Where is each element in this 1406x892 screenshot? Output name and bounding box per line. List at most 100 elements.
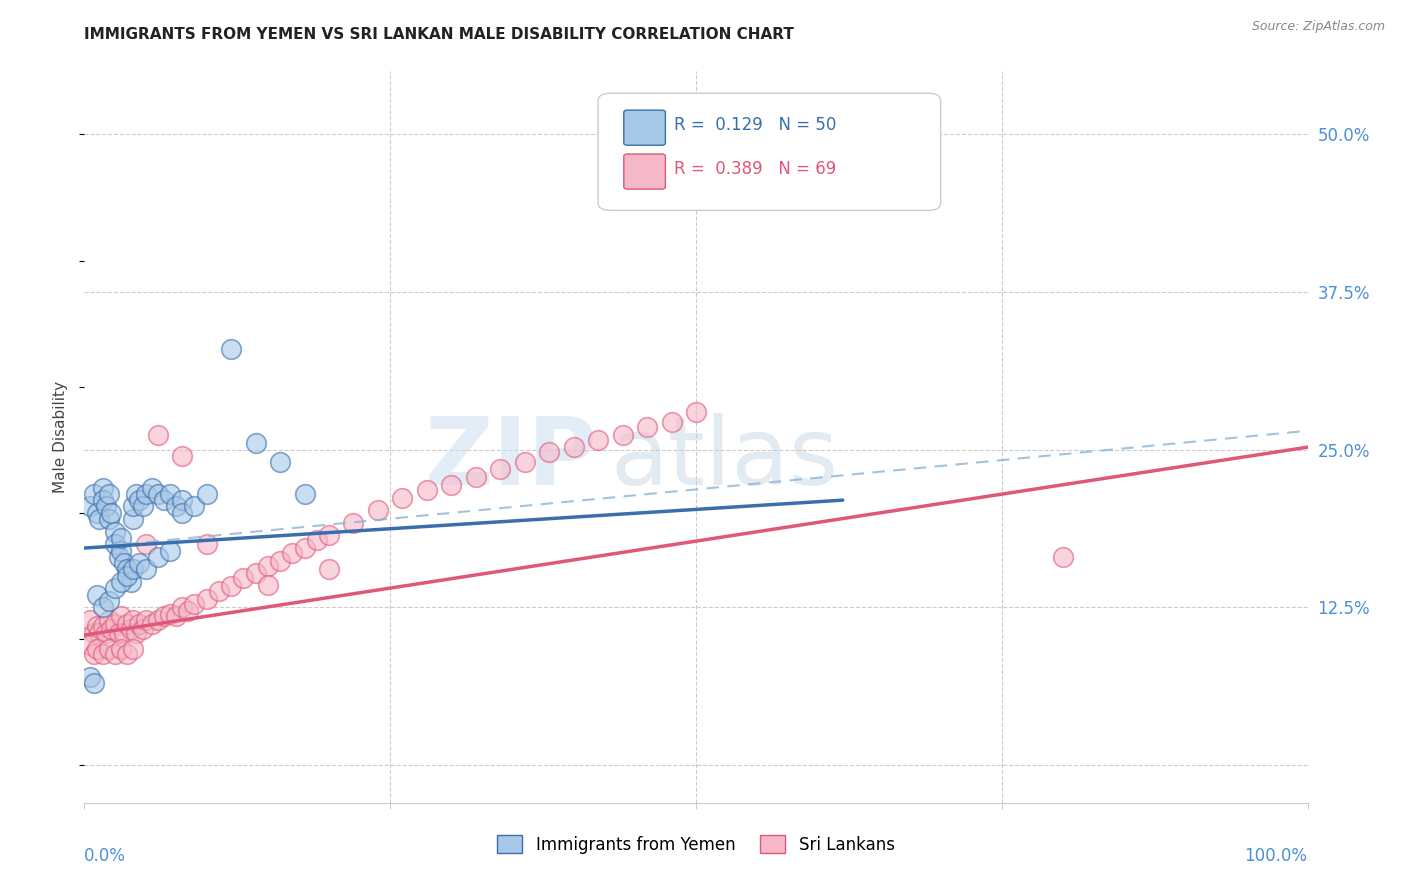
Point bbox=[87, 512, 110, 526]
Point bbox=[195, 537, 218, 551]
Point bbox=[146, 613, 169, 627]
Point bbox=[172, 506, 194, 520]
Point bbox=[269, 554, 291, 568]
Point bbox=[294, 487, 316, 501]
Point bbox=[122, 562, 145, 576]
Point bbox=[165, 500, 187, 514]
Point bbox=[538, 445, 561, 459]
Point bbox=[440, 478, 463, 492]
Point bbox=[87, 625, 110, 640]
Point bbox=[122, 500, 145, 514]
Y-axis label: Male Disability: Male Disability bbox=[53, 381, 69, 493]
Point bbox=[294, 541, 316, 555]
Point bbox=[107, 549, 129, 564]
Text: R =  0.389   N = 69: R = 0.389 N = 69 bbox=[673, 160, 837, 178]
Point bbox=[128, 616, 150, 631]
Point bbox=[83, 647, 105, 661]
Point bbox=[125, 625, 148, 640]
Point bbox=[146, 427, 169, 442]
Point bbox=[172, 600, 194, 615]
Point bbox=[115, 569, 138, 583]
Point bbox=[91, 600, 114, 615]
Point bbox=[416, 483, 439, 497]
Point bbox=[342, 516, 364, 530]
Point bbox=[91, 481, 114, 495]
Point bbox=[107, 625, 129, 640]
Point bbox=[122, 642, 145, 657]
Point bbox=[79, 613, 101, 627]
Point bbox=[79, 500, 101, 514]
Point bbox=[83, 487, 105, 501]
Point bbox=[183, 597, 205, 611]
Point bbox=[83, 676, 105, 690]
Point bbox=[110, 609, 132, 624]
Point bbox=[586, 433, 609, 447]
Point bbox=[305, 533, 328, 548]
Point bbox=[489, 461, 512, 475]
Point bbox=[120, 575, 142, 590]
Point bbox=[232, 571, 254, 585]
Point bbox=[79, 638, 101, 652]
Point bbox=[120, 622, 142, 636]
Point bbox=[110, 543, 132, 558]
Point bbox=[112, 556, 135, 570]
Point bbox=[125, 487, 148, 501]
Point bbox=[318, 528, 340, 542]
Point bbox=[104, 616, 127, 631]
Point bbox=[159, 607, 181, 621]
Point bbox=[79, 670, 101, 684]
Point bbox=[208, 583, 231, 598]
Point bbox=[110, 531, 132, 545]
Point bbox=[153, 609, 176, 624]
Point bbox=[128, 556, 150, 570]
Point bbox=[135, 487, 157, 501]
Point bbox=[110, 575, 132, 590]
Point bbox=[1052, 549, 1074, 564]
Point bbox=[685, 405, 707, 419]
Point bbox=[245, 566, 267, 581]
Point bbox=[100, 506, 122, 520]
Point bbox=[141, 481, 163, 495]
Point bbox=[135, 562, 157, 576]
Point bbox=[97, 594, 120, 608]
Point bbox=[562, 440, 585, 454]
Point bbox=[97, 642, 120, 657]
Point bbox=[122, 512, 145, 526]
Point bbox=[86, 506, 108, 520]
Point bbox=[112, 625, 135, 640]
Point bbox=[318, 562, 340, 576]
Point bbox=[96, 500, 118, 514]
Point bbox=[91, 647, 114, 661]
Point bbox=[86, 642, 108, 657]
Point bbox=[219, 342, 242, 356]
Point bbox=[195, 487, 218, 501]
Text: atlas: atlas bbox=[610, 413, 838, 505]
Point bbox=[104, 582, 127, 596]
Point bbox=[172, 493, 194, 508]
Point bbox=[281, 546, 304, 560]
Point bbox=[612, 427, 634, 442]
Point bbox=[391, 491, 413, 505]
Point bbox=[91, 493, 114, 508]
Text: IMMIGRANTS FROM YEMEN VS SRI LANKAN MALE DISABILITY CORRELATION CHART: IMMIGRANTS FROM YEMEN VS SRI LANKAN MALE… bbox=[84, 27, 794, 42]
Point bbox=[257, 577, 280, 591]
Point bbox=[115, 562, 138, 576]
Point bbox=[128, 493, 150, 508]
Point bbox=[172, 449, 194, 463]
Point bbox=[153, 493, 176, 508]
Point bbox=[636, 420, 658, 434]
Point bbox=[183, 500, 205, 514]
Point bbox=[159, 487, 181, 501]
Point bbox=[513, 455, 536, 469]
Point bbox=[115, 647, 138, 661]
Point bbox=[97, 613, 120, 627]
Point bbox=[135, 613, 157, 627]
Point bbox=[104, 524, 127, 539]
Point bbox=[367, 503, 389, 517]
Point bbox=[464, 470, 486, 484]
Point bbox=[86, 619, 108, 633]
Point bbox=[115, 616, 138, 631]
Point bbox=[269, 455, 291, 469]
Text: ZIP: ZIP bbox=[425, 413, 598, 505]
Text: R =  0.129   N = 50: R = 0.129 N = 50 bbox=[673, 116, 837, 134]
